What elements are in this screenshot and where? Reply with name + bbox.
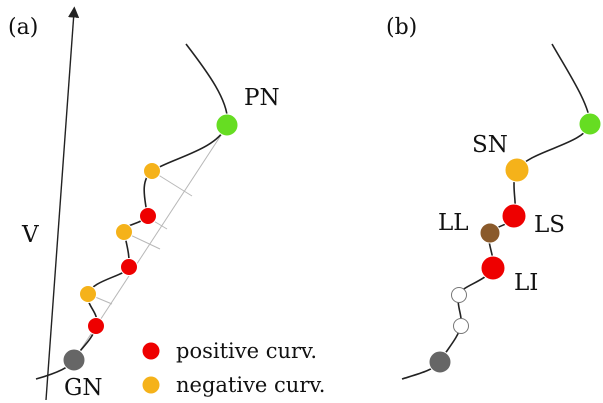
ls-label: LS [534,212,565,238]
panel-a: (a) V PN GN positive curv. negative curv… [8,6,325,401]
ls-point [501,203,527,229]
legend-negative-label: negative curv. [176,373,325,397]
positive-curvature-point [139,207,157,225]
positive-curvature-point [120,258,138,276]
pn-point [215,113,239,137]
legend-positive-swatch [142,342,160,360]
li-label: LI [514,270,538,296]
panel-b: (b) SN LL LS LI [386,15,602,380]
legend-negative-swatch [142,376,160,394]
ll-point [479,222,501,244]
v-axis-label: V [21,222,39,248]
positive-curvature-point [87,317,105,335]
negative-curvature-point [115,223,133,241]
panel-a-label: (a) [8,15,38,40]
legend: positive curv. negative curv. [142,339,325,397]
sn-point [504,157,530,183]
gn-point [62,348,86,372]
negative-curvature-point [79,285,97,303]
gn-point [428,350,452,374]
profile-curve-a [35,43,229,380]
hollow-point [453,318,469,334]
negative-curvature-point [143,162,161,180]
v-axis-arrow [45,6,80,401]
sn-label: SN [472,132,508,158]
ll-label: LL [438,210,469,236]
pn-point [578,112,602,136]
legend-positive-label: positive curv. [176,339,317,363]
li-point [480,255,506,281]
gn-label: GN [64,375,103,401]
panel-b-label: (b) [386,15,417,40]
pn-label: PN [244,85,280,111]
hollow-point [451,287,467,303]
